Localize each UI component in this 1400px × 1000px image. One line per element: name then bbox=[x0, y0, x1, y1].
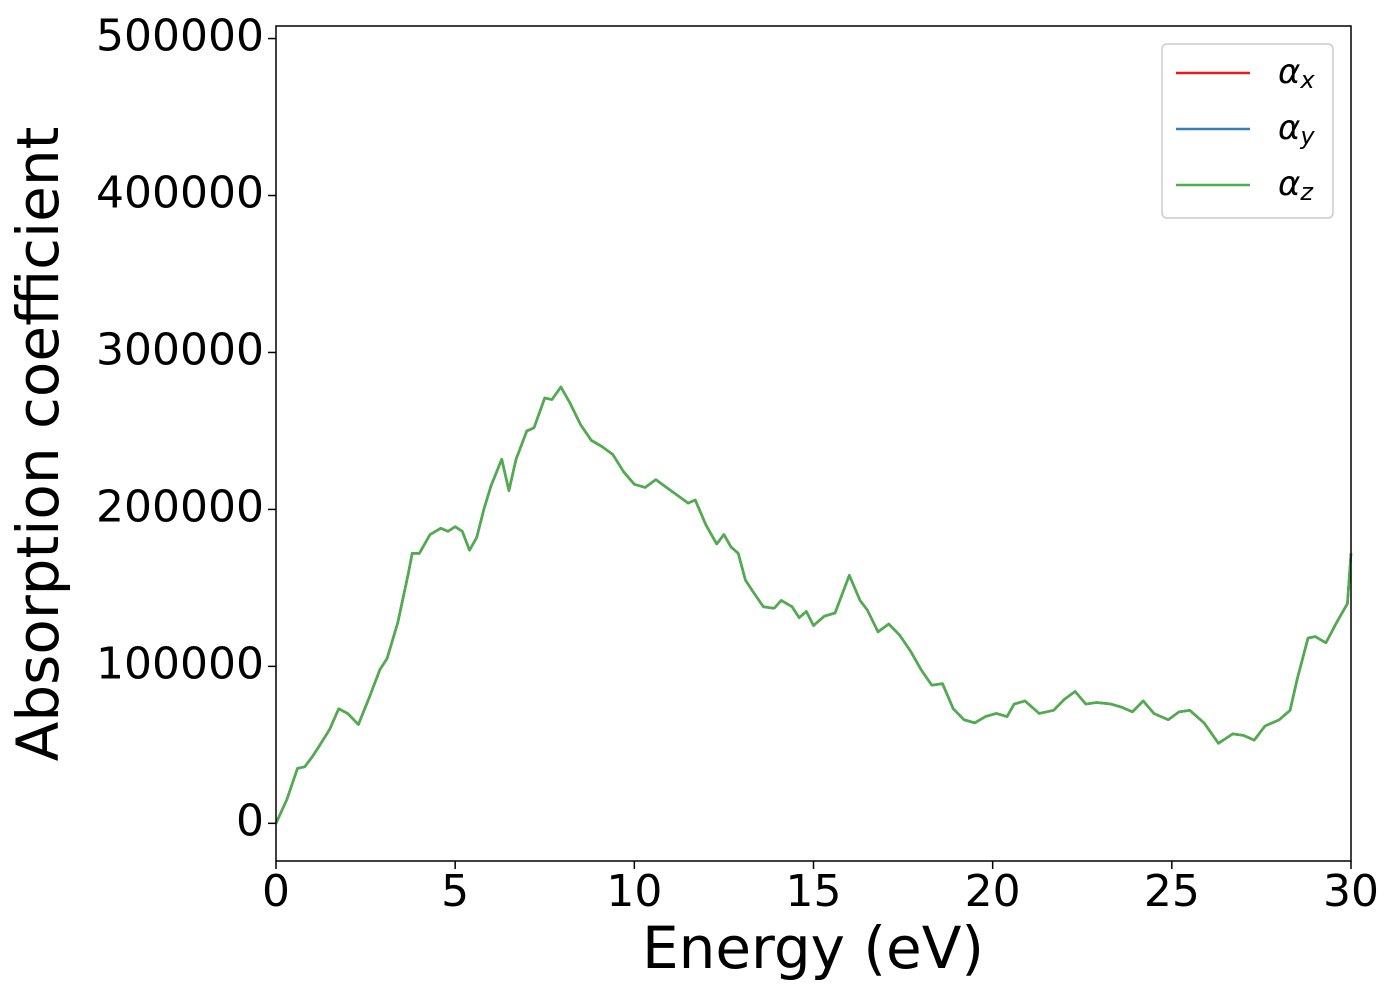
x-tick-label: 10 bbox=[606, 866, 662, 917]
legend-label: αz bbox=[1278, 164, 1314, 207]
x-tick-label: 20 bbox=[965, 866, 1021, 917]
y-axis-label: Absorption coefficient bbox=[4, 127, 72, 762]
x-tick-label: 15 bbox=[786, 866, 842, 917]
legend-label: αy bbox=[1278, 108, 1315, 151]
y-tick-label: 400000 bbox=[96, 168, 264, 219]
y-tick-label: 100000 bbox=[96, 638, 264, 689]
y-tick-label: 200000 bbox=[96, 481, 264, 532]
data-line bbox=[274, 385, 1353, 824]
y-tick-label: 0 bbox=[236, 795, 264, 846]
y-tick-label: 300000 bbox=[96, 324, 264, 375]
x-tick-label: 5 bbox=[441, 866, 469, 917]
plot-frame bbox=[275, 25, 1352, 862]
x-tick-label: 25 bbox=[1144, 866, 1200, 917]
x-tick-label: 0 bbox=[262, 866, 290, 917]
x-axis-label: Energy (eV) bbox=[642, 914, 984, 982]
data-line bbox=[274, 385, 1353, 824]
x-tick-label: 30 bbox=[1323, 866, 1379, 917]
y-tick-label: 500000 bbox=[96, 11, 264, 62]
legend-label: αx bbox=[1278, 52, 1315, 95]
legend-box bbox=[1161, 43, 1334, 219]
data-line bbox=[274, 385, 1353, 824]
